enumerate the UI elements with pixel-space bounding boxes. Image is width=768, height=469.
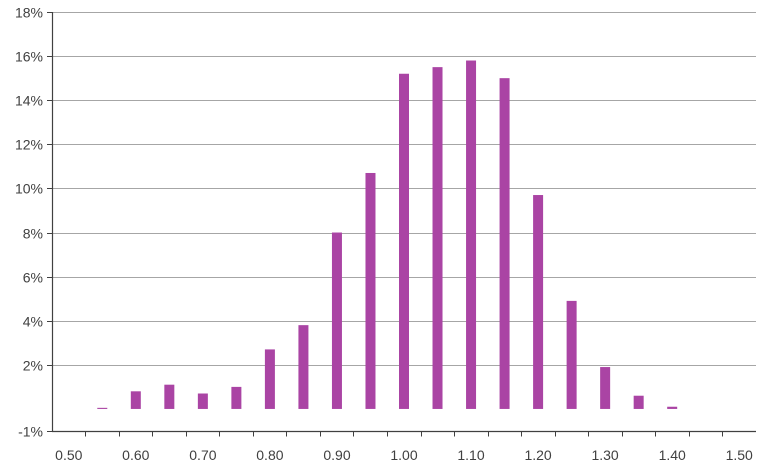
x-tick-label-0: 0.50 — [55, 447, 82, 463]
x-tick-label-8: 1.30 — [591, 447, 618, 463]
x-tick-label-7: 1.20 — [524, 447, 551, 463]
bars — [97, 60, 678, 409]
bar-1.15 — [499, 78, 510, 409]
x-tick-label-1: 0.60 — [122, 447, 149, 463]
x-tick-label-2: 0.70 — [189, 447, 216, 463]
x-tick-label-6: 1.10 — [457, 447, 484, 463]
bar-0.85 — [298, 325, 309, 409]
x-tick-label-3: 0.80 — [256, 447, 283, 463]
bar-0.90 — [331, 232, 342, 409]
y-tick-label-4: 8% — [23, 226, 43, 242]
y-axis-tick-labels: -1% 2% 4% 6% 8% 10% 12% 14% 16% 18% — [15, 5, 43, 440]
y-tick-label-8: 16% — [15, 49, 43, 65]
bar-1.40 — [667, 406, 678, 409]
bar-1.00 — [399, 73, 409, 409]
bar-0.55 — [97, 407, 108, 409]
bar-1.30 — [600, 367, 611, 409]
y-tick-label-0: -1% — [18, 424, 43, 440]
bar-0.70 — [197, 393, 208, 409]
y-tick-label-1: 2% — [23, 358, 43, 374]
x-tick-label-9: 1.40 — [659, 447, 686, 463]
x-axis-tick-labels: 0.50 0.60 0.70 0.80 0.90 1.00 1.10 1.20 1.30 1.40… — [55, 447, 753, 463]
y-tick-label-9: 18% — [15, 5, 43, 21]
bar-1.35 — [633, 395, 644, 409]
bar-1.20 — [533, 195, 544, 409]
x-tick-label-4: 0.90 — [323, 447, 350, 463]
y-tick-label-6: 12% — [15, 137, 43, 153]
bar-0.60 — [130, 391, 141, 409]
y-tick-label-2: 4% — [23, 314, 43, 330]
y-tick-label-7: 14% — [15, 93, 43, 109]
bar-0.95 — [365, 172, 376, 409]
x-tick-label-5: 1.00 — [390, 447, 417, 463]
bar-0.65 — [164, 384, 175, 409]
y-tick-label-5: 10% — [15, 181, 43, 197]
x-tick-label-10: 1.50 — [726, 447, 753, 463]
axes — [47, 12, 756, 437]
bar-1.25 — [566, 300, 577, 409]
y-tick-label-3: 6% — [23, 270, 43, 286]
bar-1.10 — [466, 60, 477, 409]
bar-0.80 — [264, 349, 275, 409]
bar-0.75 — [231, 386, 242, 409]
bar-1.05 — [432, 67, 443, 409]
